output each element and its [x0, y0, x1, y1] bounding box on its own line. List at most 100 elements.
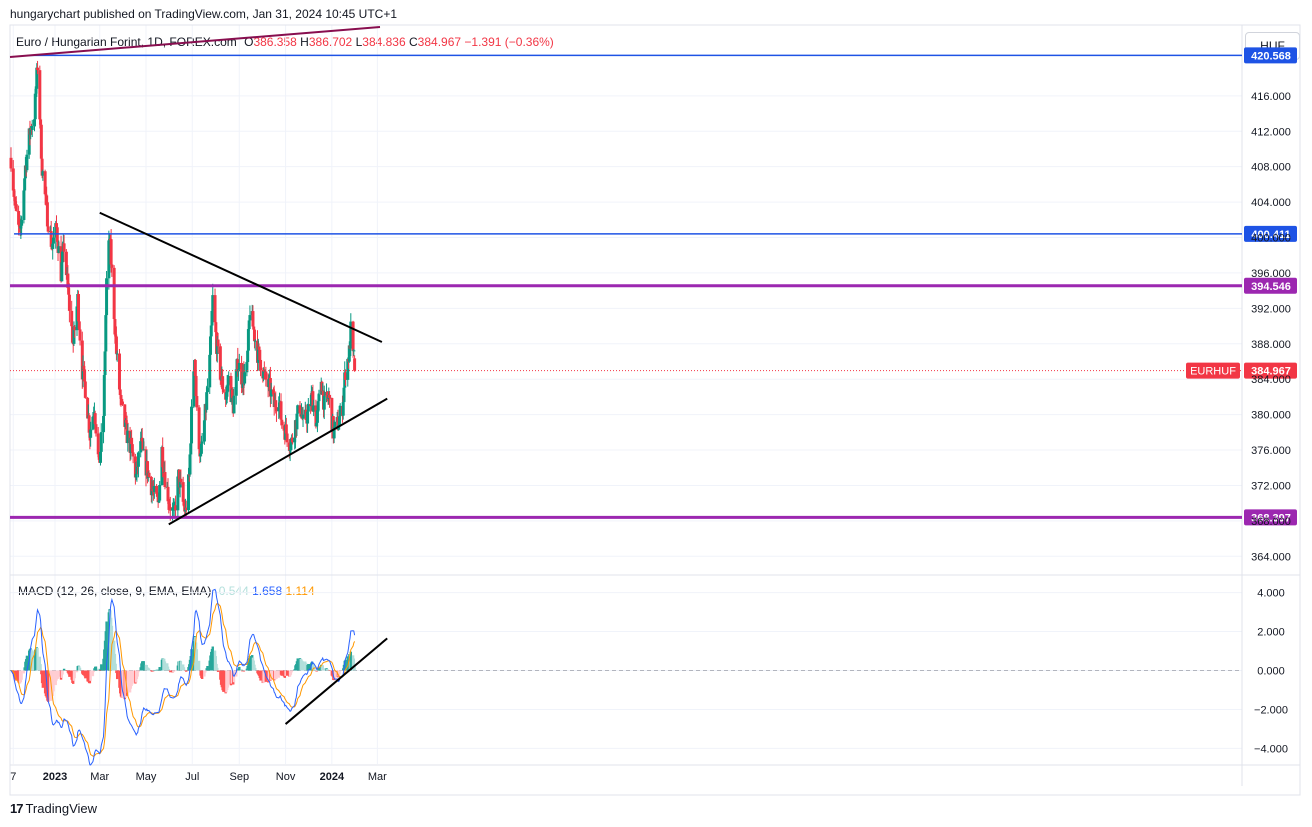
- candle-body: [320, 381, 324, 395]
- last-price-bg: [1244, 362, 1297, 379]
- candle: [133, 453, 137, 485]
- candle: [140, 427, 144, 444]
- candle-body: [64, 251, 68, 276]
- candle: [51, 226, 55, 244]
- trendlines[interactable]: EURHUF 384.967: [10, 211, 1297, 526]
- candle: [107, 230, 111, 290]
- candle-body: [142, 449, 146, 451]
- candle: [70, 318, 74, 345]
- candle-body: [17, 210, 21, 225]
- candle: [243, 363, 247, 386]
- candle-body: [114, 336, 118, 354]
- macd-histogram-bar: [105, 621, 108, 671]
- candle: [247, 319, 251, 332]
- candle: [237, 353, 241, 370]
- candle: [155, 483, 159, 495]
- candle-body: [155, 493, 159, 497]
- trendline[interactable]: [168, 397, 388, 526]
- high-label: H: [300, 35, 309, 49]
- candle: [251, 305, 255, 327]
- macd-histogram-bar: [62, 668, 66, 671]
- candle-body: [181, 482, 185, 502]
- candle-body: [210, 310, 214, 326]
- candle: [41, 169, 45, 181]
- macd-histogram-bar: [317, 667, 321, 671]
- macd-signal-value: 1.114: [285, 584, 315, 598]
- macd-histogram-value: 0.544: [218, 584, 249, 598]
- candle-body: [224, 392, 228, 400]
- macd-histogram-bar: [203, 670, 206, 677]
- candle-body: [168, 507, 172, 511]
- candle-body: [171, 508, 175, 511]
- macd-histogram-bar: [98, 670, 101, 671]
- candle-body: [176, 476, 180, 511]
- candle-body: [314, 405, 318, 427]
- candle-body: [102, 415, 106, 433]
- candle: [296, 404, 300, 417]
- candle-body: [282, 425, 286, 431]
- macd-histogram-bar: [97, 669, 101, 671]
- symbol-label-bg: [1186, 362, 1240, 379]
- horizontal-levels[interactable]: 420.568 400.411 394.546 368.397: [9, 26, 1297, 526]
- candle-body: [284, 424, 288, 434]
- pane-separators: [9, 24, 1301, 796]
- candle-body: [117, 353, 121, 390]
- macd-histogram-bar: [253, 664, 256, 671]
- candle-body: [155, 485, 159, 494]
- candle: [73, 325, 77, 338]
- candle: [262, 367, 266, 382]
- time-tick-label: 7: [10, 771, 16, 783]
- horizontal-level-label: 394.546: [1244, 277, 1297, 294]
- candle-body: [33, 93, 37, 120]
- macd-histogram-bar: [203, 670, 207, 673]
- macd-histogram-bar: [248, 656, 252, 671]
- trendline[interactable]: [99, 211, 383, 343]
- candle-body: [35, 67, 39, 89]
- macd-trendline[interactable]: [284, 637, 388, 725]
- candle: [322, 385, 326, 420]
- candle-body: [205, 387, 209, 393]
- candle-body: [240, 362, 244, 385]
- time-tick-label: Mar: [368, 771, 387, 783]
- candle: [192, 366, 196, 409]
- candle-body: [163, 472, 167, 487]
- candle-body: [269, 389, 273, 397]
- candle: [142, 438, 146, 451]
- candle-body: [192, 371, 196, 407]
- tradingview-logo[interactable]: 17 TradingView: [10, 801, 97, 816]
- macd-histogram-bar: [242, 670, 246, 672]
- candle-body: [295, 413, 299, 430]
- candle-body: [34, 88, 38, 94]
- candle: [66, 265, 70, 292]
- macd-histogram-bar: [142, 661, 145, 671]
- high-value: 386.702: [308, 35, 353, 49]
- candle-body: [62, 243, 66, 252]
- candle: [274, 400, 278, 422]
- price-tick-label: 416.000: [1251, 91, 1291, 103]
- candle-body: [338, 405, 342, 417]
- candle-body: [27, 128, 31, 155]
- candle: [253, 339, 257, 351]
- candle: [312, 399, 316, 417]
- macd-histogram-bar: [206, 665, 209, 671]
- macd-histogram-bar: [179, 661, 183, 671]
- price-tick-label: 376.000: [1251, 445, 1291, 457]
- price-tick-label: 404.000: [1251, 197, 1291, 209]
- macd-histogram-bar: [227, 670, 230, 685]
- candle-body: [158, 485, 162, 501]
- level-label-text: 400.411: [1251, 229, 1290, 241]
- candle-body: [81, 365, 85, 380]
- candle-body: [45, 195, 49, 203]
- candle-body: [346, 358, 350, 380]
- candle: [161, 458, 165, 477]
- candle-body: [151, 489, 155, 492]
- candle-body: [216, 339, 220, 347]
- candle-body: [343, 372, 347, 388]
- macd-line-value: 1.658: [252, 584, 283, 598]
- candle: [39, 120, 43, 161]
- price-tick-label: 392.000: [1251, 303, 1291, 315]
- macd-histogram-bar: [198, 669, 202, 671]
- candle-body: [205, 392, 209, 410]
- candle: [20, 216, 24, 236]
